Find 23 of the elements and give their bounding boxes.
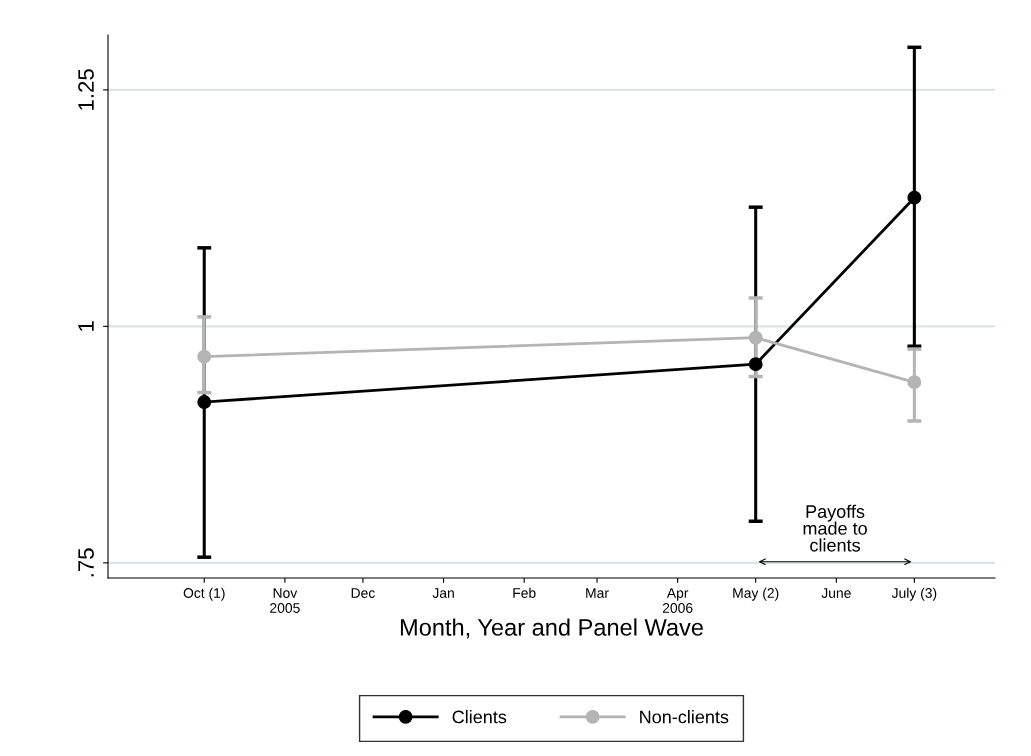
point <box>907 190 922 205</box>
y-tick-label: 1.25 <box>78 69 94 110</box>
annotation: Payoffs made to clients <box>803 504 867 552</box>
x-tick-label: Feb <box>513 587 536 598</box>
x-tick-label: Nov 2005 <box>270 588 300 613</box>
legend-label: Non-clients <box>640 710 729 724</box>
legend-label: Clients <box>452 710 507 724</box>
point <box>197 349 212 364</box>
x-tick-label: June <box>821 588 851 598</box>
x-tick-label: May (2) <box>733 587 779 601</box>
x-axis-title: Month, Year and Panel Wave <box>400 618 703 639</box>
x-tick-label: July (3) <box>891 587 937 601</box>
x-tick-label: Jan <box>432 588 454 598</box>
x-tick-label: Apr 2006 <box>662 588 693 613</box>
point <box>197 395 212 409</box>
point <box>907 375 922 390</box>
point <box>748 330 763 345</box>
x-tick-label: Mar <box>586 588 609 598</box>
x-tick-label: Dec <box>351 588 375 598</box>
x-tick-label: Oct (1) <box>183 587 225 601</box>
point <box>748 357 763 372</box>
y-tick-label: 1 <box>78 321 94 331</box>
y-tick-label: .75 <box>78 548 94 577</box>
